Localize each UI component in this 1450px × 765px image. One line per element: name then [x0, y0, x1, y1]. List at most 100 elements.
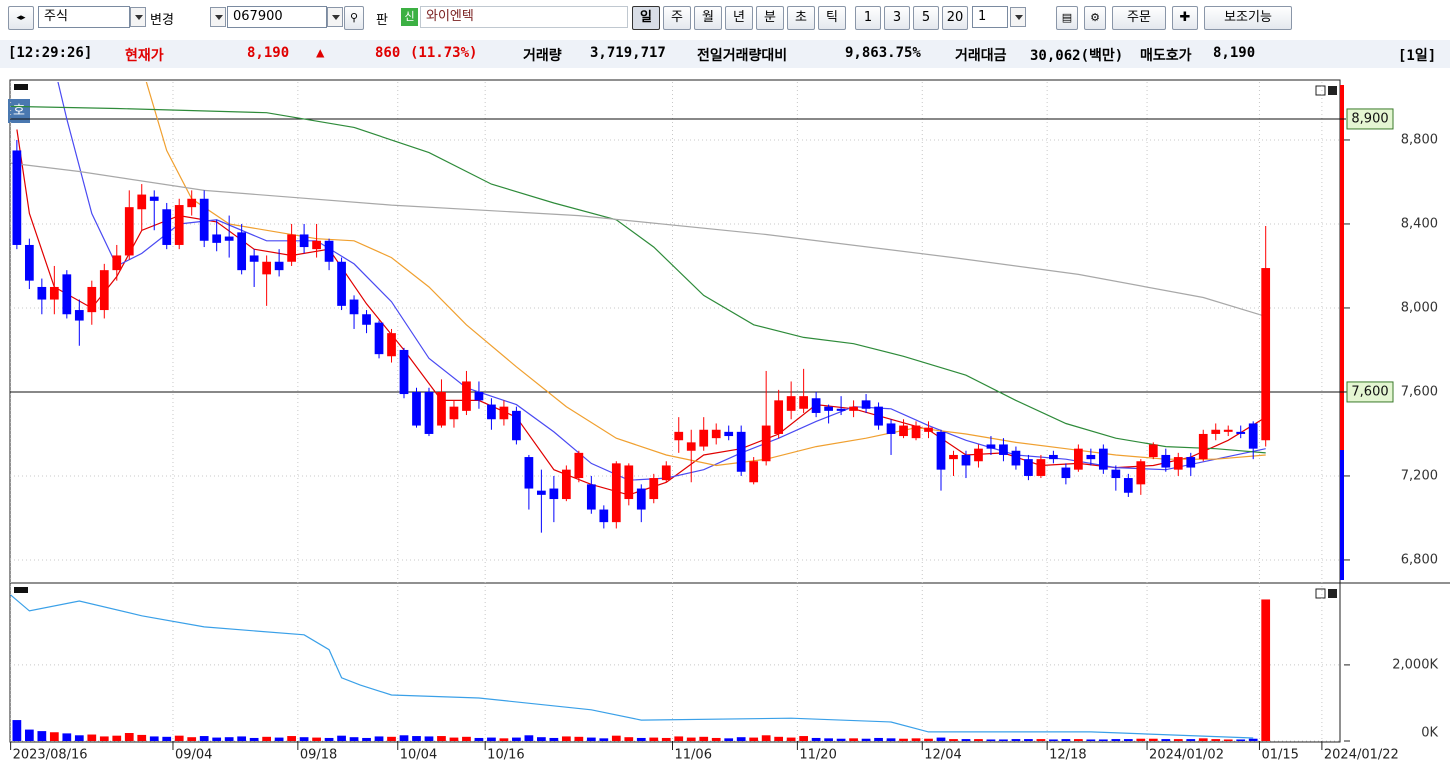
- interval-button[interactable]: 5: [913, 6, 939, 30]
- volume-bar: [199, 736, 209, 741]
- candle-body: [312, 240, 321, 250]
- change-label: 변경: [150, 13, 174, 28]
- volume-bar: [362, 737, 371, 741]
- interval-button[interactable]: 20: [942, 6, 968, 30]
- candle-body: [1111, 469, 1121, 479]
- settings-icon[interactable]: ▤: [1056, 6, 1078, 30]
- volume-bar: [949, 739, 958, 741]
- candle-body: [437, 391, 446, 426]
- change-rate: (11.73%): [410, 45, 478, 61]
- order-button[interactable]: 주문: [1112, 6, 1166, 30]
- dropdown[interactable]: [327, 7, 343, 27]
- period-button[interactable]: 월: [694, 6, 722, 30]
- volume-bar: [911, 738, 921, 741]
- candle-body: [761, 425, 771, 462]
- candle-body: [74, 310, 84, 321]
- volume-bar: [711, 737, 721, 741]
- volume-bar: [674, 736, 684, 741]
- volume-bar: [749, 737, 759, 741]
- volume-bar: [1036, 739, 1046, 741]
- tools-button[interactable]: 보조기능: [1204, 6, 1292, 30]
- period-button[interactable]: 틱: [818, 6, 846, 30]
- volume-bar: [1123, 739, 1133, 741]
- candle-body: [187, 198, 197, 208]
- candle-body: [399, 349, 409, 395]
- volume-bar: [774, 736, 784, 741]
- candle-body: [586, 484, 596, 510]
- x-tick-label: 12/18: [1049, 748, 1086, 763]
- nav-button[interactable]: ◂▸: [8, 6, 34, 30]
- candle-body: [1036, 459, 1046, 476]
- candle-body: [362, 314, 371, 325]
- volume-bar: [886, 738, 896, 741]
- volume-label: 거래량: [523, 48, 562, 64]
- volume: 3,719,717: [590, 45, 666, 61]
- candle-body: [412, 391, 421, 426]
- volume-bar: [324, 737, 334, 741]
- period-button[interactable]: 일: [632, 6, 660, 30]
- period-button[interactable]: 주: [663, 6, 691, 30]
- candle-body: [524, 457, 534, 489]
- candle-body: [474, 391, 484, 401]
- volume-bar: [187, 737, 197, 741]
- volume-bar: [124, 733, 134, 741]
- panel-handle: [14, 587, 28, 593]
- candle-body: [961, 454, 971, 466]
- settings-icon[interactable]: ⚙: [1084, 6, 1106, 30]
- x-tick-label: 10/04: [400, 748, 437, 763]
- dropdown[interactable]: [1010, 7, 1026, 27]
- volume-bar: [1236, 739, 1246, 741]
- volume-bar: [824, 738, 833, 741]
- volume-bar: [1261, 599, 1271, 741]
- dropdown[interactable]: [210, 7, 226, 27]
- volume-bar: [974, 739, 983, 741]
- count-input[interactable]: 1: [972, 6, 1008, 28]
- candle-body: [1061, 467, 1071, 479]
- volume-bar: [374, 736, 384, 741]
- volume-bar: [1111, 739, 1121, 741]
- stock-name: 와이엔텍: [420, 6, 628, 28]
- search-button[interactable]: ⚲: [344, 6, 364, 30]
- toolbar: ◂▸ 주식 변경 067900 ⚲ 판 신 와이엔텍 일 주 월 년 분 초 틱 1 3 5 20 1…: [0, 0, 1450, 36]
- candle-body: [249, 255, 259, 262]
- panel-button[interactable]: [1315, 85, 1326, 96]
- add-button[interactable]: ✚: [1172, 6, 1198, 30]
- candle-body: [112, 255, 122, 271]
- interval-button[interactable]: 1: [855, 6, 881, 30]
- volume-bar: [112, 735, 122, 741]
- y-tick-label: 6,800: [1401, 552, 1438, 567]
- candle-body: [611, 463, 621, 523]
- candle-body: [774, 400, 784, 434]
- candle-body: [87, 286, 97, 313]
- period-button[interactable]: 년: [725, 6, 753, 30]
- market-select[interactable]: 주식: [38, 6, 130, 28]
- candle-body: [849, 406, 858, 411]
- interval-button[interactable]: 3: [884, 6, 910, 30]
- side-bar: [1340, 450, 1344, 580]
- x-tick-label: 2024/01/02: [1149, 748, 1224, 763]
- period-button[interactable]: 초: [787, 6, 815, 30]
- price-label: 8,900: [1351, 111, 1388, 126]
- candle-body: [624, 465, 634, 500]
- candle-body: [1161, 454, 1171, 468]
- candle-body: [874, 406, 883, 426]
- candle-body: [649, 478, 659, 500]
- volume-bar: [299, 737, 309, 741]
- candle-body: [549, 488, 559, 500]
- panel-button[interactable]: [1315, 588, 1326, 599]
- dropdown[interactable]: [130, 7, 146, 27]
- volume-bar: [899, 738, 908, 741]
- code-input[interactable]: 067900: [227, 6, 327, 28]
- x-tick-label: 09/18: [300, 748, 337, 763]
- volume-bar: [49, 732, 59, 741]
- volume-bar: [24, 729, 34, 741]
- candle-body: [999, 444, 1008, 455]
- price-label-box: [1346, 108, 1394, 130]
- candle-body: [861, 400, 871, 409]
- moving-average: [16, 129, 1267, 496]
- panel-button[interactable]: [1328, 86, 1337, 95]
- candle-body: [124, 207, 134, 256]
- period-button[interactable]: 분: [756, 6, 784, 30]
- panel-button[interactable]: [1328, 589, 1337, 598]
- volume-bar: [1086, 739, 1096, 741]
